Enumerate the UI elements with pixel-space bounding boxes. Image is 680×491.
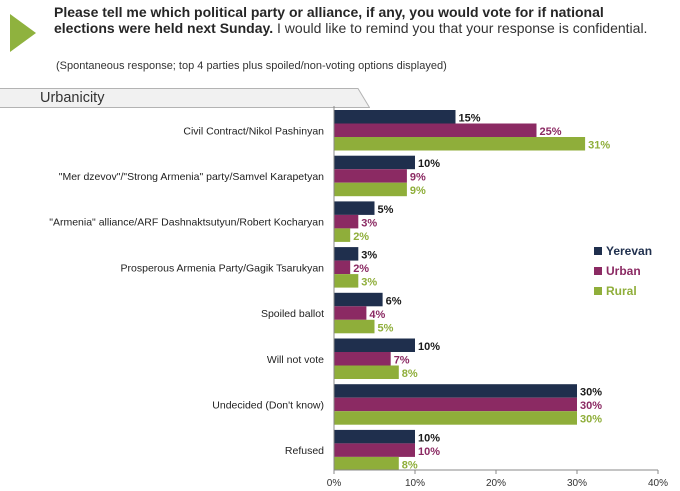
- data-label: 5%: [378, 322, 394, 334]
- bar-yerevan: [334, 247, 359, 261]
- data-label: 30%: [580, 414, 602, 426]
- section-tab: [0, 88, 370, 108]
- bar-rural: [334, 411, 577, 425]
- data-label: 9%: [410, 185, 426, 197]
- bar-urban: [334, 260, 351, 275]
- data-label: 3%: [361, 277, 377, 289]
- category-label: "Mer dzevov"/"Strong Armenia" party/Samv…: [59, 171, 324, 183]
- bar-rural: [334, 228, 351, 242]
- play-arrow-icon: [10, 14, 36, 52]
- bar-urban: [334, 306, 367, 320]
- data-label: 30%: [580, 387, 602, 399]
- bar-urban: [334, 397, 577, 412]
- category-label: "Armenia" alliance/ARF Dashnaktsutyun/Ro…: [49, 217, 324, 229]
- category-label: Will not vote: [267, 354, 324, 366]
- bar-urban: [334, 123, 537, 137]
- category-label: Prosperous Armenia Party/Gagik Tsarukyan: [121, 262, 325, 274]
- data-label: 3%: [361, 217, 377, 229]
- data-label: 7%: [394, 355, 410, 367]
- data-label: 5%: [378, 204, 394, 216]
- legend-swatch: [594, 267, 602, 275]
- category-label: Refused: [285, 445, 324, 457]
- bar-rural: [334, 274, 359, 288]
- question-text: Please tell me which political party or …: [54, 4, 654, 36]
- bar-yerevan: [334, 384, 577, 398]
- x-tick-label: 10%: [405, 478, 425, 489]
- data-label: 10%: [418, 446, 440, 458]
- bar-urban: [334, 169, 407, 183]
- bar-yerevan: [334, 429, 415, 444]
- data-label: 30%: [580, 400, 602, 412]
- bar-yerevan: [334, 292, 383, 307]
- data-label: 4%: [369, 309, 385, 321]
- bar-rural: [334, 137, 586, 151]
- data-label: 15%: [459, 113, 481, 125]
- bar-yerevan: [334, 155, 415, 170]
- question-bold: Please tell me which political party or …: [54, 4, 604, 36]
- data-label: 31%: [588, 140, 610, 152]
- data-label: 2%: [353, 263, 369, 275]
- response-note: (Spontaneous response; top 4 parties plu…: [56, 60, 447, 72]
- data-label: 8%: [402, 368, 418, 380]
- bar-rural: [334, 319, 375, 334]
- bar-rural: [334, 456, 399, 471]
- data-label: 10%: [418, 158, 440, 170]
- data-label: 3%: [361, 250, 377, 262]
- bar-rural: [334, 182, 407, 197]
- section-tab-label: Urbanicity: [40, 90, 105, 106]
- bar-urban: [334, 352, 391, 366]
- category-label: Civil Contract/Nikol Pashinyan: [183, 125, 324, 137]
- legend-label: Rural: [606, 284, 637, 298]
- data-label: 10%: [418, 341, 440, 353]
- bar-rural: [334, 365, 399, 379]
- data-label: 2%: [353, 231, 369, 243]
- bar-yerevan: [334, 201, 375, 215]
- bar-yerevan: [334, 110, 456, 124]
- question-rest: I would like to remind you that your res…: [277, 20, 648, 36]
- x-tick-label: 40%: [648, 478, 668, 489]
- data-label: 8%: [402, 459, 418, 471]
- legend-label: Yerevan: [606, 244, 652, 258]
- x-tick-label: 0%: [327, 478, 342, 489]
- x-tick-label: 30%: [567, 478, 587, 489]
- data-label: 9%: [410, 172, 426, 184]
- data-label: 10%: [418, 432, 440, 444]
- legend-label: Urban: [606, 264, 641, 278]
- x-tick-label: 20%: [486, 478, 506, 489]
- category-label: Undecided (Don't know): [212, 399, 324, 411]
- data-label: 25%: [540, 126, 562, 138]
- category-label: Spoiled ballot: [261, 308, 324, 320]
- data-label: 6%: [386, 295, 402, 307]
- bar-yerevan: [334, 338, 415, 352]
- legend-swatch: [594, 247, 602, 255]
- bar-urban: [334, 443, 415, 457]
- bar-urban: [334, 214, 359, 229]
- legend-swatch: [594, 287, 602, 295]
